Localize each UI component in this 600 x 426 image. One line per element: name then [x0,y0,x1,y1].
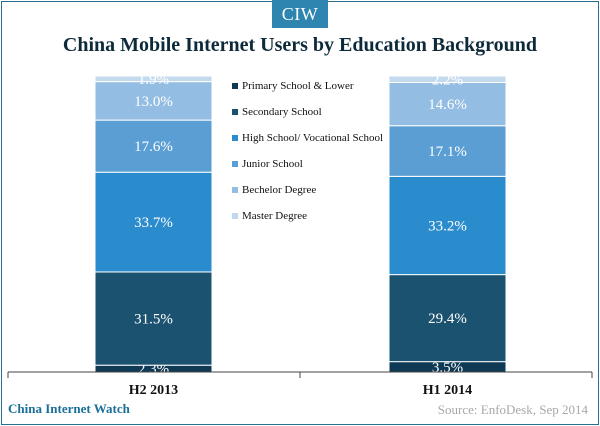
legend-swatch [232,213,238,219]
bar-segment [388,175,507,276]
data-label: 33.2% [428,218,467,234]
bar-segment [388,125,507,177]
bar-segment [94,171,213,273]
data-label: 17.6% [134,139,173,155]
data-label: 33.7% [134,215,173,231]
footer-source: Source: EnfoDesk, Sep 2014 [437,402,588,417]
legend-swatch [232,83,238,89]
data-label: 29.4% [428,311,467,327]
legend-label: Junior School [242,158,303,170]
category-label: H1 2014 [423,383,472,398]
legend-label: Master Degree [242,210,307,222]
data-label: 17.1% [428,144,467,160]
bar-segment [94,119,213,173]
legend-label: Bechelor Degree [242,184,316,196]
bar-segment [388,75,507,84]
data-label: 2.2% [432,72,463,88]
legend-label: Secondary School [242,106,322,118]
legend-swatch [232,135,238,141]
legend-swatch [232,109,238,115]
data-label: 1.9% [138,72,169,88]
category-label: H2 2013 [129,383,178,398]
bar-segment [94,271,213,366]
bar-segment [388,274,507,363]
data-label: 3.5% [432,360,463,376]
bar-segment [388,82,507,127]
bar-segment [94,75,213,83]
legend-label: High School/ Vocational School [242,132,383,144]
legend-label: Primary School & Lower [242,80,354,92]
data-label: 13.0% [134,94,173,110]
data-label: 14.6% [428,97,467,113]
legend-swatch [232,161,238,167]
bar-segment [94,81,213,121]
chart-title: China Mobile Internet Users by Education… [62,34,538,56]
legend-swatch [232,187,238,193]
footer-brand: China Internet Watch [8,401,130,416]
data-label: 31.5% [134,312,173,328]
brand-badge: CIW [272,0,328,28]
